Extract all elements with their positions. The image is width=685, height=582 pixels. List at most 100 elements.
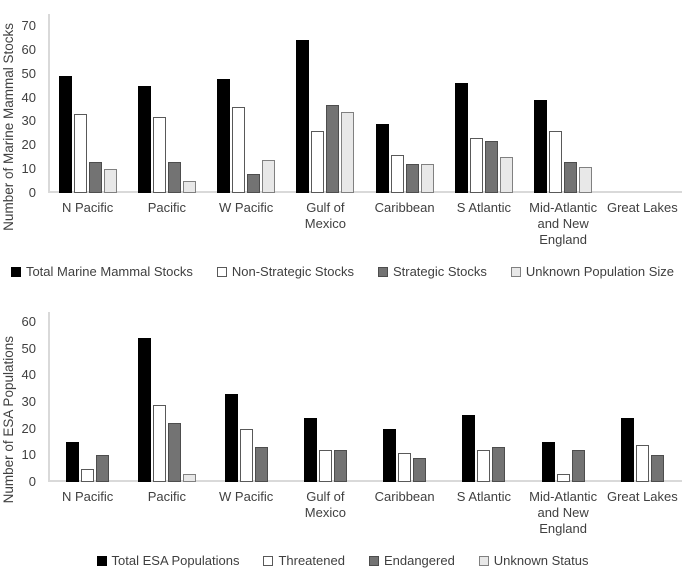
bar — [311, 130, 325, 193]
bar — [152, 404, 166, 482]
bar — [383, 428, 397, 482]
category-slot — [524, 26, 603, 193]
bar — [398, 452, 412, 482]
y-tick-label: 50 — [21, 340, 36, 356]
legend-label: Total Marine Mammal Stocks — [25, 264, 193, 279]
bar-group — [383, 322, 427, 482]
bar — [571, 450, 585, 482]
x-axis-label: S Atlantic — [456, 200, 511, 215]
legend-label: Unknown Population Size — [525, 264, 675, 279]
category-slot — [48, 322, 127, 482]
bar — [477, 450, 491, 482]
y-tick-label: 20 — [21, 420, 36, 436]
legend-item: Endangered — [368, 553, 455, 568]
bar — [390, 154, 404, 193]
legend: Total Marine Mammal Stocks Non-Strategic … — [0, 264, 685, 279]
x-axis-label: Great Lakes — [606, 489, 678, 504]
bar-group — [66, 322, 110, 482]
legend-marker-icon — [263, 555, 274, 566]
bar — [167, 162, 181, 193]
bar — [152, 116, 166, 193]
bar — [96, 455, 110, 482]
bar — [318, 450, 332, 482]
legend-label: Endangered — [383, 553, 455, 568]
category-slot — [603, 26, 682, 193]
bar — [341, 111, 355, 193]
figure: Number of Marine Mammal Stocks 0 10 20 30 40… — [0, 14, 685, 568]
bar — [635, 444, 649, 482]
x-axis-label: N Pacific — [61, 489, 114, 504]
x-axis-label: W Pacific — [219, 200, 274, 215]
y-tick-label: 20 — [21, 137, 36, 153]
category-slot — [127, 322, 206, 482]
bar-group — [296, 26, 355, 193]
bar — [326, 104, 340, 193]
bar-group — [534, 26, 593, 193]
bar — [262, 159, 276, 193]
bar-groups — [48, 26, 682, 193]
legend-label: Threatened — [278, 553, 345, 568]
bar-group — [375, 26, 434, 193]
bar — [420, 164, 434, 193]
bar — [454, 83, 468, 193]
bar — [103, 169, 117, 193]
bar — [556, 474, 570, 482]
marine-mammal-stocks-chart: Number of Marine Mammal Stocks 0 10 20 30 40… — [0, 14, 685, 279]
category-slot — [444, 26, 523, 193]
category-slot — [207, 322, 286, 482]
category-slot — [365, 26, 444, 193]
bar-group — [541, 322, 585, 482]
y-axis-ticks: 0 10 20 30 40 50 60 70 — [0, 19, 44, 199]
bar-group — [462, 322, 506, 482]
y-tick-label: 30 — [21, 394, 36, 409]
bar — [217, 78, 231, 193]
plot-area: 0 10 20 30 40 50 60 — [22, 312, 682, 488]
bar — [239, 428, 253, 482]
bar-group — [620, 322, 664, 482]
x-axis-label: Caribbean — [374, 200, 435, 215]
bar — [484, 140, 498, 193]
y-tick-label: 60 — [21, 41, 36, 57]
y-tick-label: 10 — [21, 161, 36, 177]
bar-group — [454, 26, 513, 193]
legend-marker-icon — [478, 555, 489, 566]
bar-group — [137, 26, 196, 193]
legend-marker-icon — [96, 555, 107, 566]
legend-marker-icon — [510, 266, 521, 277]
bar — [66, 442, 80, 482]
legend-marker-icon — [377, 266, 388, 277]
category-slot — [365, 322, 444, 482]
x-axis-label: Pacific — [147, 200, 187, 215]
y-tick-label: 70 — [21, 18, 36, 33]
legend-label: Strategic Stocks — [392, 264, 487, 279]
bar — [405, 164, 419, 193]
y-axis-ticks: 0 10 20 30 40 50 60 — [0, 315, 44, 488]
bar — [650, 455, 664, 482]
y-tick-label: 30 — [21, 113, 36, 129]
x-axis-labels: N Pacific Pacific W Pacific Gulf of Mexico C… — [48, 200, 682, 248]
category-slot — [48, 26, 127, 193]
bar — [499, 157, 513, 193]
bar — [579, 166, 593, 193]
y-tick-label: 0 — [28, 474, 36, 489]
y-tick-label: 40 — [21, 89, 36, 105]
legend-label: Non-Strategic Stocks — [231, 264, 354, 279]
bar-groups — [48, 322, 682, 482]
bar — [232, 107, 246, 193]
y-tick-label: 50 — [21, 65, 36, 81]
esa-populations-chart: Number of ESA Populations 0 10 20 30 40 50 60 … — [0, 312, 685, 568]
y-tick-label: 60 — [21, 314, 36, 329]
legend-marker-icon — [10, 266, 21, 277]
bar — [137, 338, 151, 482]
legend-item: Total Marine Mammal Stocks — [10, 264, 193, 279]
bar — [296, 40, 310, 193]
bar — [303, 418, 317, 482]
x-axis-label: Pacific — [147, 489, 187, 504]
bar — [549, 130, 563, 193]
x-axis-label: Caribbean — [374, 489, 435, 504]
bar — [534, 99, 548, 193]
x-axis-label: W Pacific — [219, 489, 274, 504]
y-tick-label: 10 — [21, 447, 36, 463]
x-axis-label: S Atlantic — [456, 489, 511, 504]
category-slot — [207, 26, 286, 193]
